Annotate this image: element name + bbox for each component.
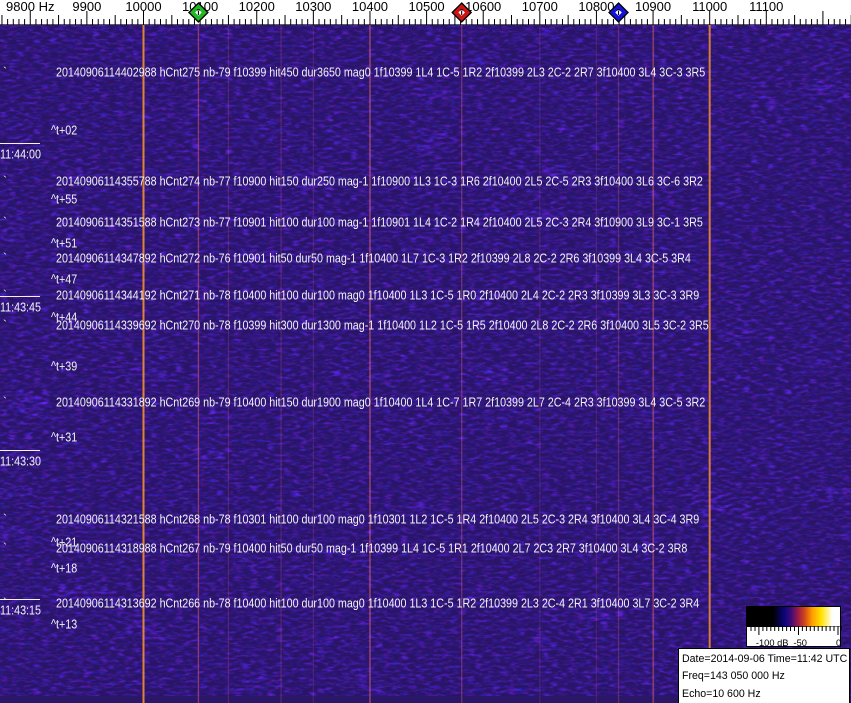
svg-text:10700: 10700 bbox=[522, 0, 558, 14]
svg-text:-50: -50 bbox=[794, 638, 807, 648]
svg-text:10900: 10900 bbox=[635, 0, 671, 14]
svg-text:11000: 11000 bbox=[692, 0, 727, 14]
svg-text:11100: 11100 bbox=[749, 0, 783, 14]
svg-text:9900: 9900 bbox=[72, 0, 101, 14]
svg-text:10300: 10300 bbox=[295, 0, 331, 14]
svg-text:-100 dB: -100 dB bbox=[756, 638, 789, 648]
svg-text:0: 0 bbox=[836, 638, 841, 648]
svg-text:9800 Hz: 9800 Hz bbox=[6, 0, 54, 14]
svg-text:10000: 10000 bbox=[125, 0, 161, 14]
svg-text:10200: 10200 bbox=[239, 0, 275, 14]
svg-text:10400: 10400 bbox=[352, 0, 388, 14]
svg-text:10500: 10500 bbox=[409, 0, 445, 14]
